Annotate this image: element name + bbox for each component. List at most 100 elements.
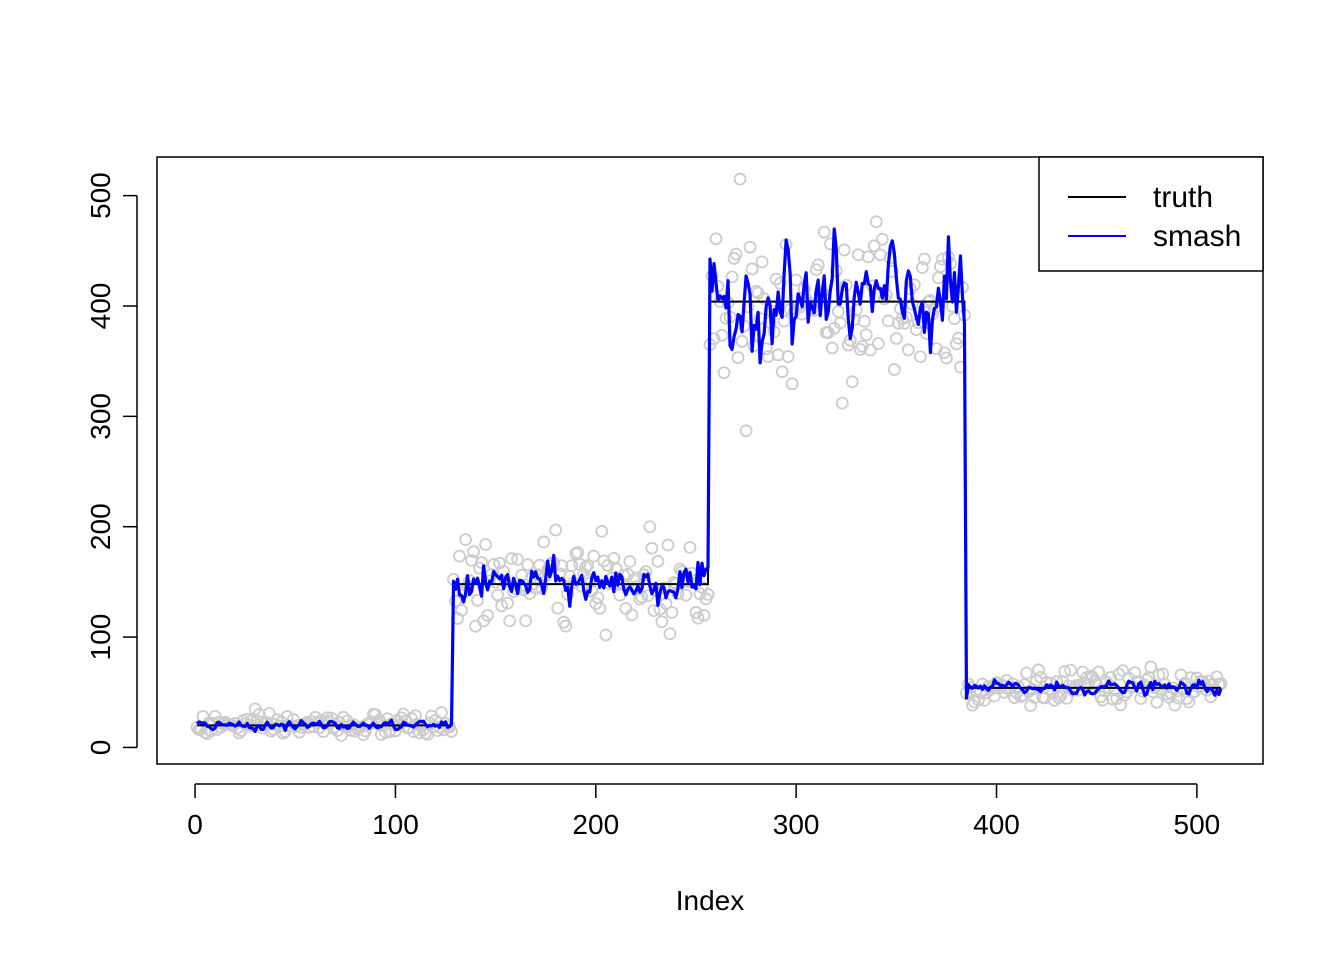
y-tick-label: 400 bbox=[85, 283, 116, 330]
legend-box bbox=[1038, 156, 1264, 272]
observation-point bbox=[1210, 670, 1224, 684]
observation-point bbox=[899, 310, 913, 324]
observation-point bbox=[1134, 692, 1148, 705]
observation-point bbox=[1092, 665, 1106, 679]
y-tick-label: 0 bbox=[85, 740, 116, 756]
observation-point bbox=[915, 261, 929, 274]
y-axis: 0 100 200 300 400 500 bbox=[85, 172, 138, 756]
observation-point bbox=[479, 538, 492, 551]
observation-point bbox=[625, 608, 639, 622]
observation-point bbox=[565, 559, 579, 573]
observation-point bbox=[595, 524, 609, 538]
observation-point bbox=[645, 541, 659, 555]
observation-point bbox=[519, 614, 533, 628]
observation-point bbox=[481, 608, 495, 622]
x-axis-label: Index bbox=[676, 885, 745, 916]
observation-point bbox=[453, 549, 466, 563]
observation-point bbox=[503, 614, 517, 628]
observation-point bbox=[262, 706, 276, 720]
observation-point bbox=[733, 172, 747, 186]
observation-point bbox=[683, 541, 697, 554]
y-tick-label: 100 bbox=[85, 614, 116, 661]
observation-point bbox=[521, 558, 535, 572]
observation-point bbox=[505, 552, 519, 565]
observation-point bbox=[1052, 691, 1066, 705]
observation-point bbox=[459, 533, 472, 547]
y-tick-label: 500 bbox=[85, 172, 116, 219]
observation-point bbox=[1204, 690, 1218, 704]
observation-point bbox=[435, 706, 448, 719]
observation-point bbox=[679, 588, 693, 602]
observation-point bbox=[950, 337, 963, 351]
observation-point bbox=[715, 328, 729, 342]
smash-series bbox=[195, 227, 1223, 734]
observation-point bbox=[811, 258, 825, 272]
observation-point bbox=[849, 303, 863, 317]
observation-point bbox=[1028, 691, 1041, 704]
observation-point bbox=[1144, 660, 1158, 674]
observation-point bbox=[901, 343, 915, 357]
observation-point bbox=[729, 247, 743, 261]
observation-point bbox=[399, 714, 412, 728]
observation-point bbox=[769, 272, 783, 286]
observation-point bbox=[775, 365, 789, 379]
observation-point bbox=[725, 270, 739, 284]
observation-point bbox=[471, 593, 484, 607]
observation-point bbox=[559, 619, 573, 633]
x-tick-label: 500 bbox=[1174, 809, 1221, 840]
observation-point bbox=[773, 276, 787, 290]
x-tick-label: 200 bbox=[572, 809, 619, 840]
observation-point bbox=[1064, 663, 1078, 677]
observation-point bbox=[551, 601, 565, 615]
observation-point bbox=[889, 332, 903, 345]
observation-point bbox=[739, 424, 753, 438]
observation-point bbox=[537, 535, 551, 549]
observation-point bbox=[857, 314, 871, 328]
observation-point bbox=[709, 232, 723, 246]
observation-point bbox=[701, 588, 715, 601]
observation-point bbox=[665, 606, 679, 619]
observation-point bbox=[455, 603, 468, 617]
observation-point bbox=[817, 225, 831, 239]
observation-point bbox=[867, 239, 881, 253]
observation-point bbox=[972, 693, 985, 707]
legend: truth smash bbox=[1038, 156, 1264, 272]
x-tick-label: 300 bbox=[773, 809, 820, 840]
observation-point bbox=[579, 560, 593, 574]
observation-point bbox=[940, 351, 953, 365]
observation-point bbox=[409, 709, 422, 723]
observation-point bbox=[1054, 689, 1068, 703]
observation-point bbox=[1170, 684, 1184, 698]
observation-point bbox=[501, 596, 515, 610]
observation-point bbox=[717, 366, 731, 380]
observation-point bbox=[777, 314, 791, 328]
observation-point bbox=[917, 252, 931, 266]
observation-point bbox=[593, 601, 607, 615]
observation-point bbox=[887, 363, 901, 376]
observation-point bbox=[743, 240, 757, 254]
observation-point bbox=[861, 250, 875, 264]
observation-point bbox=[781, 350, 795, 363]
observation-point bbox=[1058, 665, 1072, 678]
observation-point bbox=[587, 549, 601, 563]
y-tick-label: 200 bbox=[85, 503, 116, 550]
observation-point bbox=[735, 334, 749, 348]
observation-point bbox=[623, 555, 637, 568]
observation-point bbox=[403, 721, 416, 735]
observation-point bbox=[663, 627, 677, 641]
observation-point bbox=[907, 278, 921, 292]
observation-point bbox=[835, 396, 849, 410]
x-tick-label: 400 bbox=[973, 809, 1020, 840]
observation-point bbox=[1140, 673, 1154, 687]
observation-point bbox=[745, 262, 759, 276]
observation-point bbox=[571, 546, 585, 559]
observation-point bbox=[467, 545, 480, 559]
observation-point bbox=[511, 553, 525, 566]
smash-line bbox=[195, 227, 1223, 734]
observation-point bbox=[785, 377, 799, 391]
observation-point bbox=[643, 520, 657, 534]
observation-point bbox=[755, 255, 769, 269]
observation-point bbox=[655, 615, 669, 629]
observation-point bbox=[475, 556, 488, 569]
